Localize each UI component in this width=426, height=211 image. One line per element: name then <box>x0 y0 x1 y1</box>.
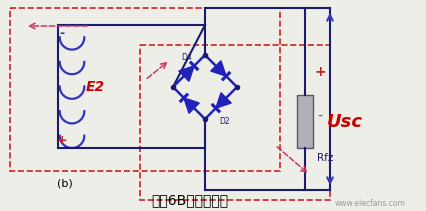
Polygon shape <box>184 98 199 113</box>
Bar <box>140 45 329 200</box>
Polygon shape <box>210 61 226 76</box>
Polygon shape <box>178 66 194 81</box>
Text: 图（6B）桥式整流: 图（6B）桥式整流 <box>151 193 228 207</box>
Text: www.elecfans.com: www.elecfans.com <box>334 199 405 207</box>
Bar <box>296 95 312 148</box>
Text: D4: D4 <box>181 53 192 61</box>
Text: -: - <box>317 110 322 124</box>
Text: Rfz: Rfz <box>316 153 333 163</box>
Text: Usc: Usc <box>326 112 362 130</box>
Text: E2: E2 <box>86 80 105 93</box>
Bar <box>10 8 279 171</box>
Text: +: + <box>314 65 325 79</box>
Polygon shape <box>216 93 231 108</box>
Text: -: - <box>59 27 64 39</box>
Text: D2: D2 <box>219 116 230 126</box>
Text: (b): (b) <box>57 178 73 188</box>
Text: +: + <box>57 134 67 146</box>
